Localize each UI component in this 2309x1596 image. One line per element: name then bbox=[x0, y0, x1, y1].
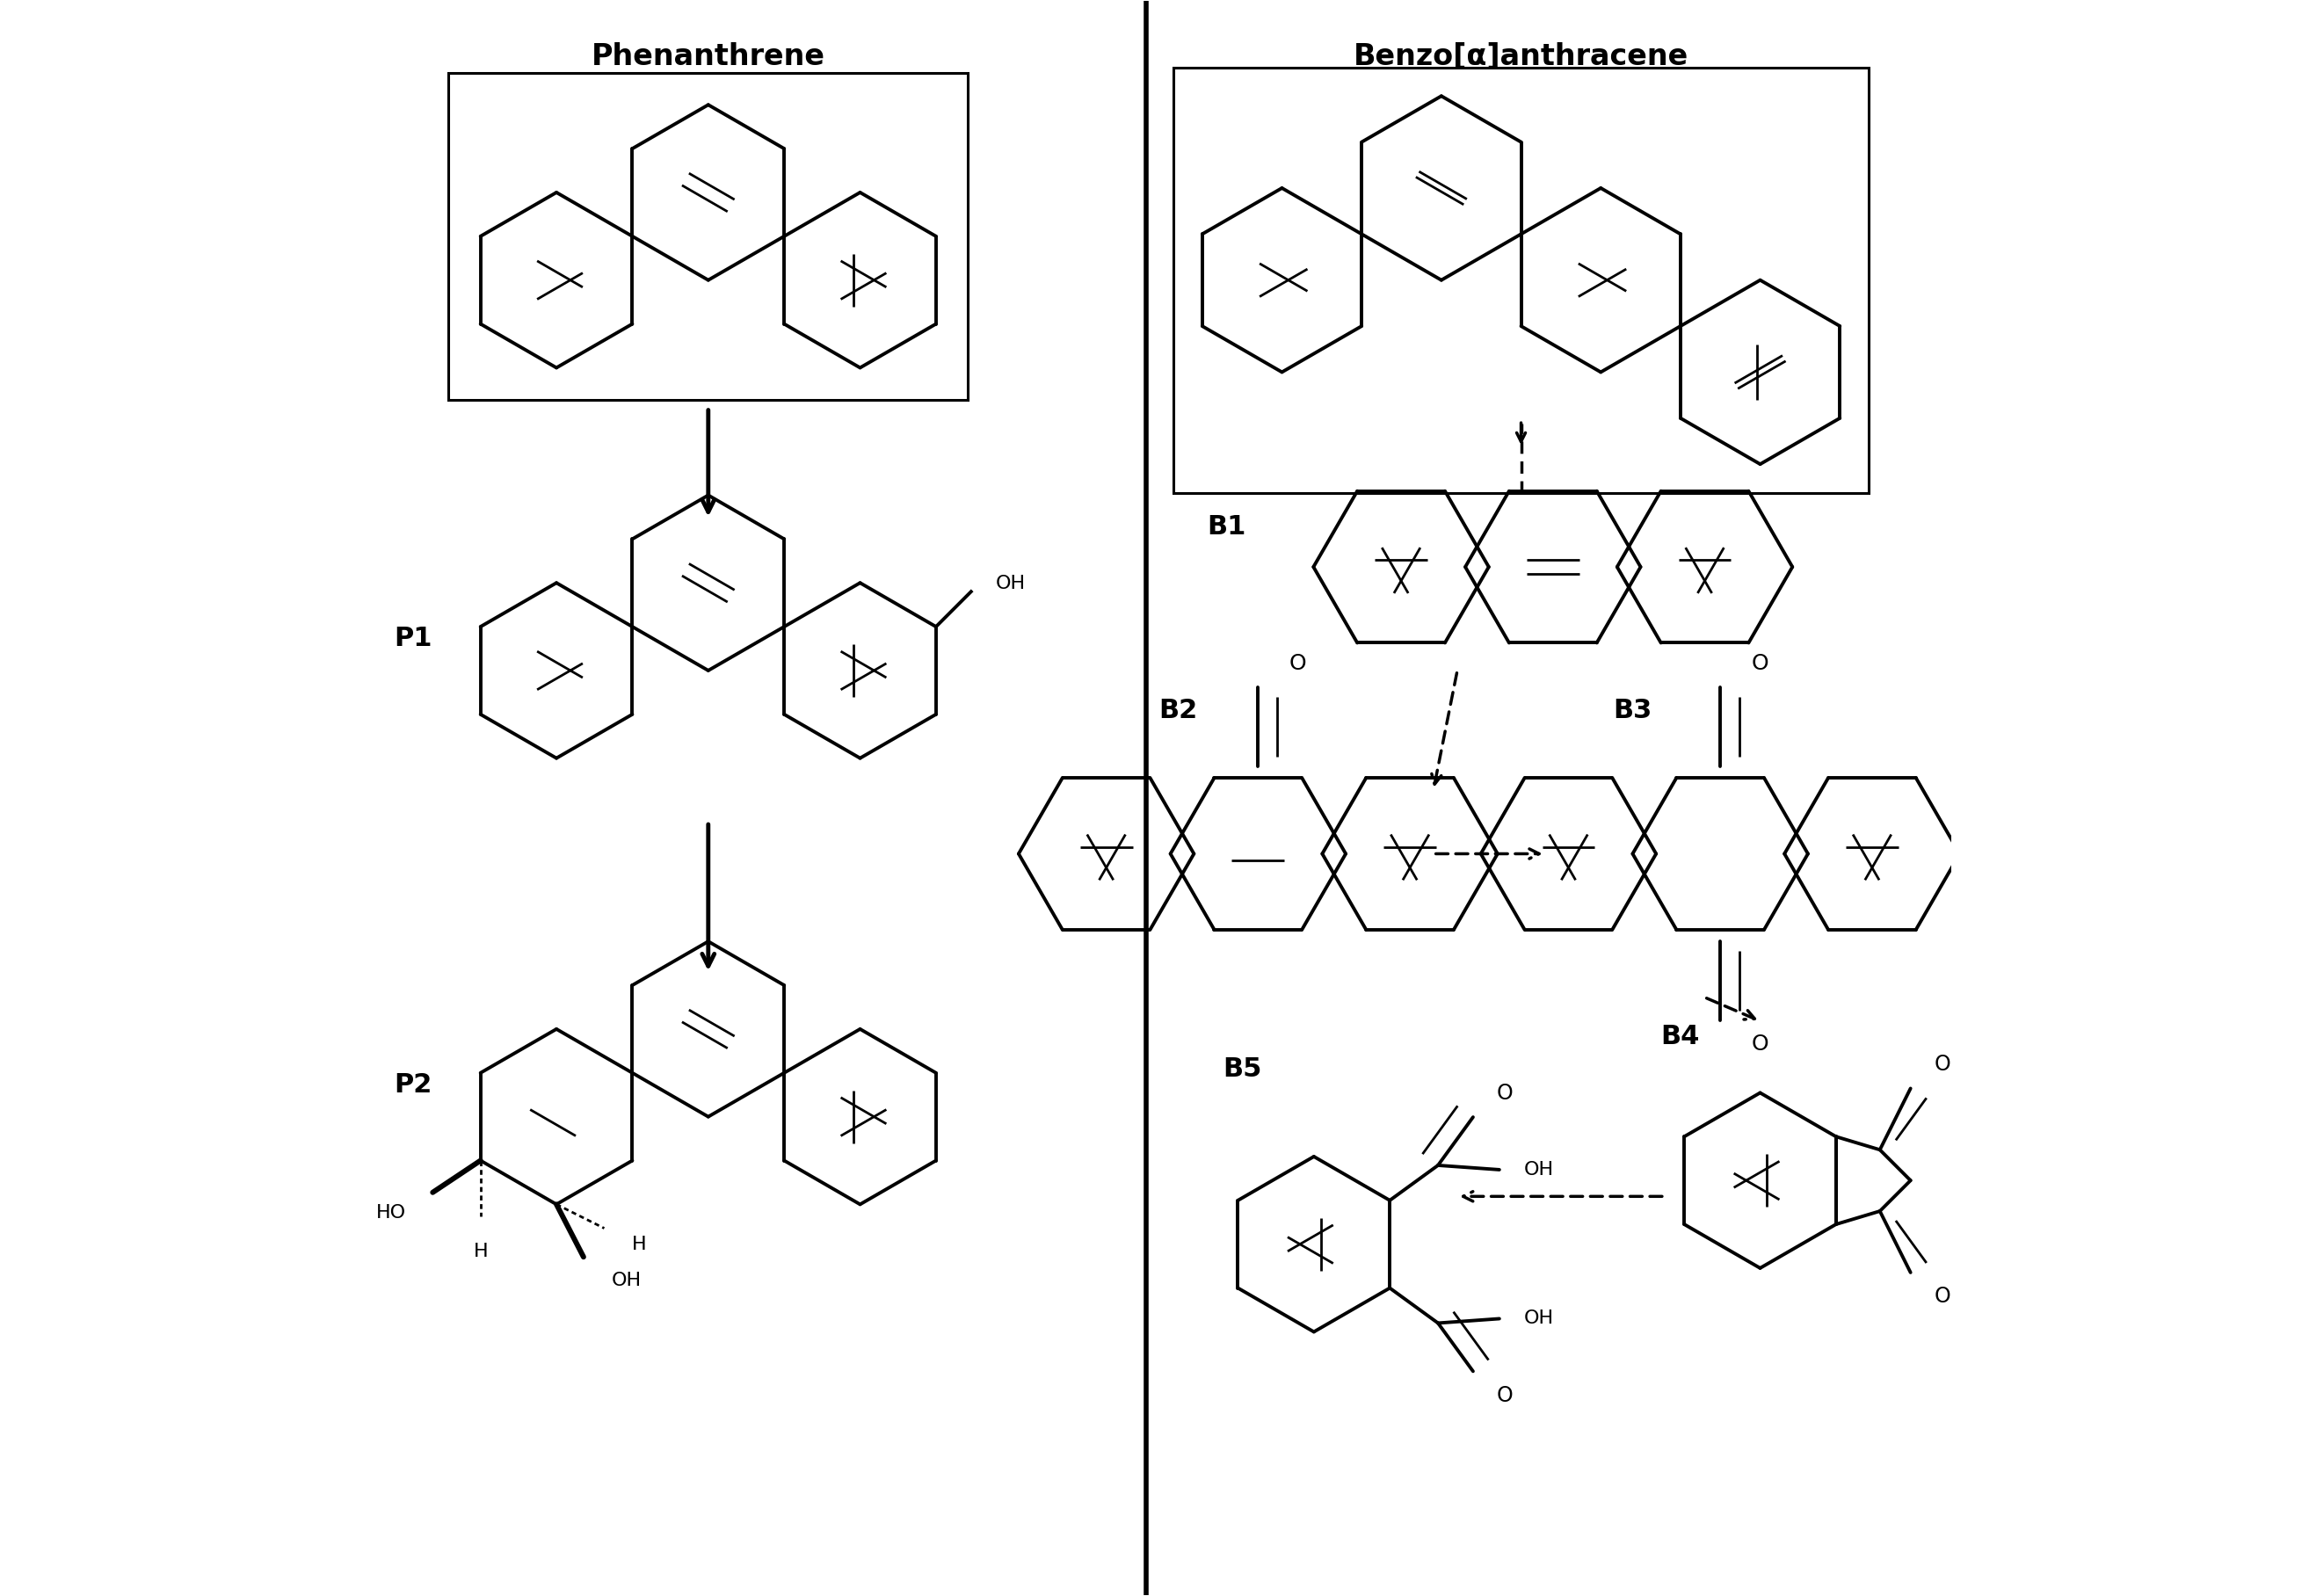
Text: H: H bbox=[633, 1235, 647, 1253]
Text: O: O bbox=[1935, 1286, 1951, 1307]
Text: OH: OH bbox=[1524, 1160, 1554, 1178]
Text: O: O bbox=[1496, 1082, 1512, 1104]
Text: Phenanthrene: Phenanthrene bbox=[591, 43, 824, 72]
Text: OH: OH bbox=[612, 1272, 642, 1290]
Text: B4: B4 bbox=[1660, 1025, 1699, 1050]
Text: H: H bbox=[473, 1243, 487, 1261]
Text: O: O bbox=[1935, 1053, 1951, 1076]
Text: Benzo[α]anthracene: Benzo[α]anthracene bbox=[1353, 43, 1688, 72]
Text: O: O bbox=[1496, 1385, 1512, 1406]
Text: P2: P2 bbox=[395, 1073, 432, 1098]
Text: HO: HO bbox=[376, 1205, 406, 1223]
Text: B2: B2 bbox=[1159, 697, 1198, 723]
Text: B3: B3 bbox=[1614, 697, 1651, 723]
Text: B1: B1 bbox=[1208, 514, 1247, 539]
Text: O: O bbox=[1753, 1034, 1769, 1055]
Text: P1: P1 bbox=[395, 626, 432, 651]
Text: OH: OH bbox=[995, 575, 1025, 592]
Text: B5: B5 bbox=[1224, 1057, 1261, 1082]
Text: O: O bbox=[1288, 653, 1307, 674]
Text: OH: OH bbox=[1524, 1310, 1554, 1328]
Text: O: O bbox=[1753, 653, 1769, 674]
